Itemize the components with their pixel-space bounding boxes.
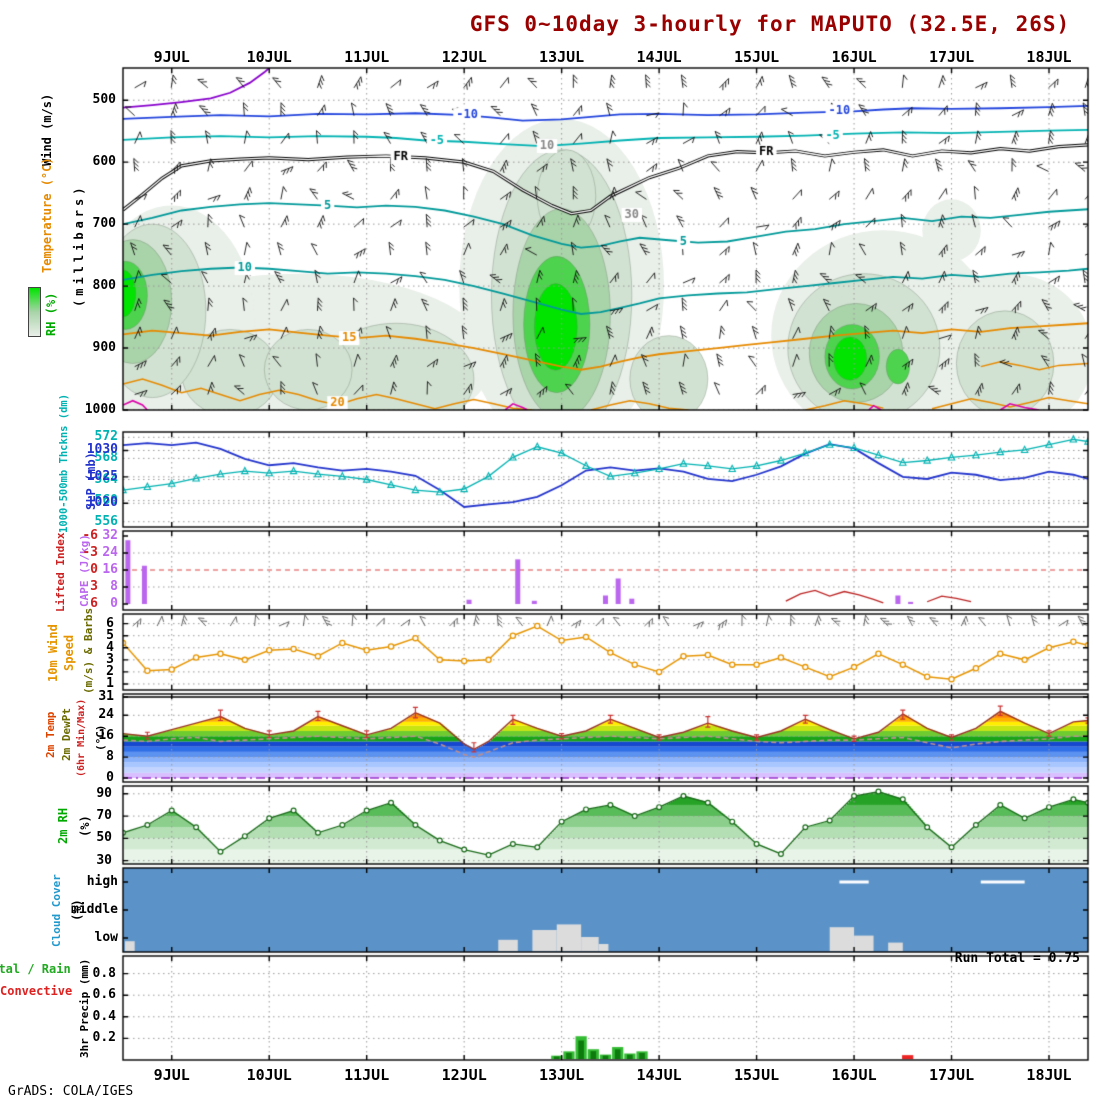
rh-tick: 50 bbox=[96, 830, 112, 846]
pressure-tick: 700 bbox=[92, 216, 116, 232]
cape-tick: 0 bbox=[110, 596, 118, 611]
x-axis-label-bottom: 16JUL bbox=[831, 1066, 877, 1084]
x-axis-label-bottom: 17JUL bbox=[928, 1066, 975, 1084]
temp-tick: 0 bbox=[106, 770, 114, 785]
cape-tick: 16 bbox=[102, 562, 118, 577]
slp-tick: 1020 bbox=[86, 495, 118, 511]
axis-title-temperature: Temperature (°C) bbox=[40, 157, 54, 273]
x-axis-label-top: 14JUL bbox=[636, 48, 682, 66]
temp-tick: 31 bbox=[98, 689, 114, 704]
pressure-tick: 600 bbox=[92, 154, 116, 170]
lifted-index-tick: -6 bbox=[82, 528, 98, 543]
x-axis-label-top: 12JUL bbox=[441, 48, 487, 66]
x-axis-label-top: 16JUL bbox=[831, 48, 877, 66]
x-axis-label-top: 15JUL bbox=[734, 48, 780, 66]
x-axis-label-bottom: 10JUL bbox=[246, 1066, 292, 1084]
slp-tick: 1025 bbox=[86, 468, 118, 484]
cloud-row-label: high bbox=[86, 874, 118, 889]
pressure-tick: 1000 bbox=[84, 402, 116, 417]
lifted-index-tick: 3 bbox=[90, 579, 98, 594]
rh-tick: 70 bbox=[96, 808, 112, 824]
thickness-tick: 568 bbox=[94, 450, 118, 466]
temp-tick: 24 bbox=[98, 707, 114, 723]
precip-tick: 0.8 bbox=[92, 965, 116, 981]
lifted-index-tick: -3 bbox=[82, 545, 98, 560]
pressure-tick: 800 bbox=[92, 278, 116, 294]
pressure-tick: 900 bbox=[92, 340, 116, 356]
legend-convective: Convective bbox=[0, 984, 73, 998]
wind-speed-tick: 3 bbox=[106, 651, 114, 667]
thickness-tick: 560 bbox=[94, 492, 118, 508]
cape-tick: 32 bbox=[102, 528, 118, 543]
x-axis-label-top: 11JUL bbox=[344, 48, 390, 66]
temp-tick: 8 bbox=[106, 749, 114, 765]
precip-tick: 0.2 bbox=[92, 1030, 116, 1046]
axis-title-millibars: (millibars) bbox=[72, 183, 86, 307]
wind-speed-tick: 6 bbox=[106, 615, 114, 631]
x-axis-label-bottom: 12JUL bbox=[441, 1066, 487, 1084]
cloud-row-label: low bbox=[94, 930, 118, 945]
grads-credit: GrADS: COLA/IGES bbox=[8, 1084, 134, 1099]
wind-speed-tick: 2 bbox=[106, 663, 114, 679]
x-axis-label-top: 17JUL bbox=[928, 48, 975, 66]
x-axis-label-top: 9JUL bbox=[153, 48, 190, 66]
wind-speed-tick: 5 bbox=[106, 627, 114, 643]
legend-total-rain: Total / Rain bbox=[0, 962, 71, 976]
x-axis-label-bottom: 14JUL bbox=[636, 1066, 682, 1084]
temp-tick: 16 bbox=[98, 728, 114, 744]
x-axis-label-bottom: 9JUL bbox=[153, 1066, 190, 1084]
cape-tick: 24 bbox=[102, 545, 118, 560]
slp-tick: 1030 bbox=[86, 442, 118, 458]
x-axis-label-bottom: 18JUL bbox=[1026, 1066, 1072, 1084]
rh-colorbar bbox=[28, 287, 41, 337]
x-axis-label-bottom: 11JUL bbox=[344, 1066, 390, 1084]
x-axis-label-top: 13JUL bbox=[539, 48, 585, 66]
wind-speed-tick: 4 bbox=[106, 639, 114, 655]
thickness-tick: 556 bbox=[94, 513, 118, 529]
thickness-tick: 572 bbox=[94, 429, 118, 445]
page-title: GFS 0~10day 3-hourly for MAPUTO (32.5E, … bbox=[469, 12, 1071, 36]
cape-tick: 8 bbox=[110, 579, 118, 594]
rh-tick: 30 bbox=[96, 852, 112, 868]
rh-tick: 90 bbox=[96, 785, 112, 801]
wind-speed-tick: 1 bbox=[106, 675, 114, 691]
precip-tick: 0.4 bbox=[92, 1008, 116, 1024]
lifted-index-tick: 6 bbox=[90, 596, 98, 611]
pressure-tick: 500 bbox=[92, 92, 116, 108]
axis-title-rh: RH (%) bbox=[44, 292, 58, 336]
x-axis-label-bottom: 13JUL bbox=[539, 1066, 585, 1084]
x-axis-label-bottom: 15JUL bbox=[734, 1066, 780, 1084]
precip-tick: 0.6 bbox=[92, 987, 116, 1003]
thickness-tick: 564 bbox=[94, 471, 118, 487]
run-total-label: Run Total = 0.75 bbox=[954, 951, 1080, 966]
x-axis-label-top: 18JUL bbox=[1026, 48, 1072, 66]
cloud-row-label: middle bbox=[71, 902, 118, 917]
lifted-index-tick: 0 bbox=[90, 562, 98, 577]
x-axis-label-top: 10JUL bbox=[246, 48, 292, 66]
